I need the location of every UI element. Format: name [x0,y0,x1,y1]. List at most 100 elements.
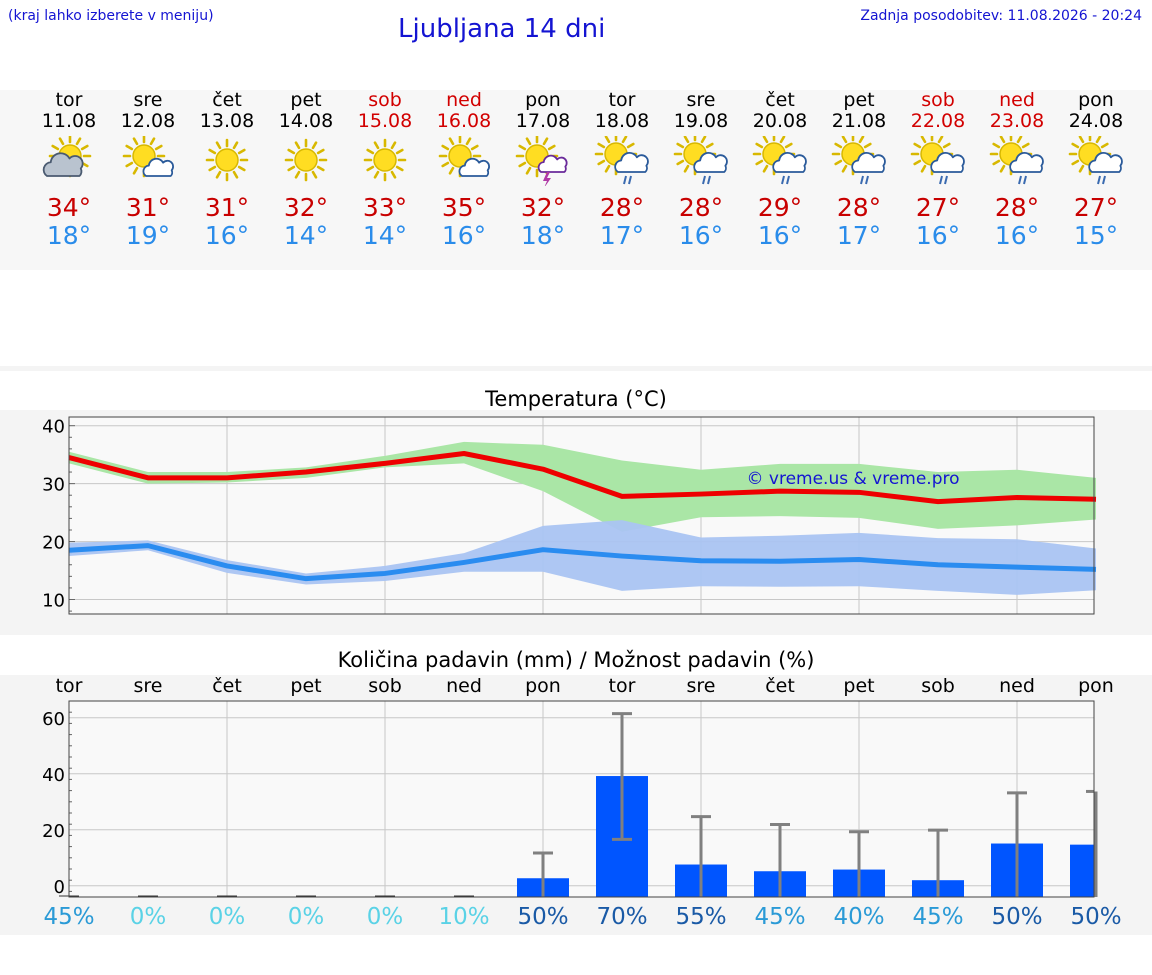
day-date: 13.08 [199,110,255,132]
day-date: 19.08 [673,110,729,132]
forecast-day: sre 19.08 28° 16° [661,90,741,250]
sun-rain-icon [831,136,886,185]
max-temperature: 29° [757,193,803,222]
y-tick-label: 60 [42,709,65,730]
plot-frame [68,700,1095,898]
precipitation-probability: 50% [517,904,569,930]
max-temperature: 28° [836,193,882,222]
precipitation-probability: 45% [912,904,964,930]
max-temperature: 33° [362,193,408,222]
sun-rain-icon [673,136,728,185]
day-date: 11.08 [41,110,97,132]
watermark: © vreme.us & vreme.pro [746,469,959,489]
sun-rain-icon [752,136,807,185]
forecast-day: čet 13.08 31° 16° [187,90,267,250]
forecast-day: čet 20.08 29° 16° [740,90,820,250]
forecast-day: tor 18.08 28° 17° [582,90,662,250]
day-name: sob [921,89,955,111]
sun-icon [284,138,328,182]
min-temperature: 18° [46,221,92,250]
min-temperature: 16° [915,221,961,250]
day-date: 15.08 [357,110,413,132]
sun-rain-icon [1068,136,1123,185]
forecast-day: tor 11.08 34° 18° [29,90,109,250]
min-temperature: 19° [125,221,171,250]
forecast-day: sre 12.08 31° 19° [108,90,188,250]
x-tick-label: ned [446,675,482,697]
max-temperature: 27° [1073,193,1119,222]
forecast-day: sob 15.08 33° 14° [345,90,425,250]
day-date: 22.08 [910,110,966,132]
day-name: čet [212,89,242,111]
temperature-chart-title: Temperatura (°C) [485,387,667,411]
y-tick-label: 20 [42,821,65,842]
forecast-day: pet 14.08 32° 14° [266,90,346,250]
x-tick-label: sob [921,675,955,697]
max-temperature: 31° [125,193,171,222]
y-tick-label: 30 [42,475,65,496]
day-name: pon [525,89,561,111]
sun-small-cloud-icon [122,136,174,178]
precipitation-probability: 55% [675,904,727,930]
error-bar [770,822,790,897]
precipitation-probability: 0% [208,904,246,930]
precipitation-probability: 0% [129,904,167,930]
precipitation-probability: 45% [43,904,95,930]
y-tick-label: 40 [42,765,65,786]
min-temperature-line [68,543,1097,582]
sun-cloud-icon [42,136,92,178]
day-name: sob [368,89,402,111]
error-bar [533,851,553,897]
day-name: ned [446,89,482,111]
day-name: ned [999,89,1035,111]
plot-frame [68,416,1095,615]
day-date: 14.08 [278,110,334,132]
min-temperature: 15° [1073,221,1119,250]
day-name: pet [290,89,322,111]
precipitation-probability: 50% [1070,904,1122,930]
forecast-day: pet 21.08 28° 17° [819,90,899,250]
error-bar [1007,791,1027,897]
sun-icon [205,138,249,182]
precipitation-probability: 70% [596,904,648,930]
max-temperature: 28° [994,193,1040,222]
day-date: 12.08 [120,110,176,132]
precipitation-probability: 0% [287,904,325,930]
min-temperature: 14° [283,221,329,250]
x-tick-label: sre [133,675,163,697]
forecast-day: pon 24.08 27° 15° [1056,90,1136,250]
x-tick-label: pon [1078,675,1114,697]
precipitation-probability: 10% [438,904,490,930]
y-tick-label: 10 [42,591,65,612]
error-bar [1086,789,1098,897]
y-tick-label: 0 [54,877,65,898]
min-temperature: 16° [994,221,1040,250]
x-tick-label: ned [999,675,1035,697]
x-tick-label: sob [368,675,402,697]
last-updated: Zadnja posodobitev: 11.08.2026 - 20:24 [860,8,1142,24]
max-temperature: 27° [915,193,961,222]
x-tick-label: sre [686,675,716,697]
day-date: 18.08 [594,110,650,132]
region-hint: (kraj lahko izberete v meniju) [8,8,214,24]
day-date: 24.08 [1068,110,1124,132]
max-temperature-range [69,441,1096,532]
min-temperature: 14° [362,221,408,250]
sun-rain-icon [989,136,1044,185]
plot-area [69,701,1094,897]
forecast-day: pon 17.08 32° 18° [503,90,583,250]
max-temperature: 28° [678,193,724,222]
day-name: pet [843,89,875,111]
day-date: 20.08 [752,110,808,132]
error-bar [691,815,711,897]
max-temperature: 32° [520,193,566,222]
y-tick-label: 20 [42,533,65,554]
day-date: 21.08 [831,110,887,132]
forecast-day: ned 16.08 35° 16° [424,90,504,250]
min-temperature: 17° [599,221,645,250]
x-tick-label: čet [765,675,795,697]
day-date: 16.08 [436,110,492,132]
max-temperature: 31° [204,193,250,222]
min-temperature: 16° [204,221,250,250]
min-temperature: 17° [836,221,882,250]
